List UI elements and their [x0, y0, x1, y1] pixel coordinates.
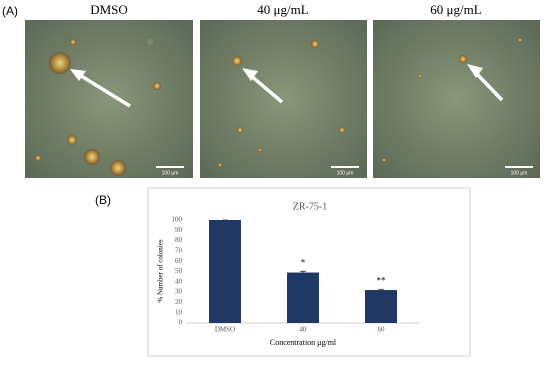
image-title: DMSO — [90, 2, 128, 17]
y-tick-label: 70 — [175, 247, 183, 255]
scale-bar-label: 100 μm — [162, 170, 179, 176]
chart-frame — [147, 187, 471, 357]
scale-bar-label: 100 μm — [511, 170, 528, 176]
y-tick-label: 100 — [172, 216, 183, 224]
y-axis-label: % Number of colonies — [157, 239, 165, 302]
significance-label: ** — [377, 275, 387, 285]
significance-label: * — [301, 257, 306, 267]
x-tick-label: 60 — [378, 326, 386, 334]
y-tick-label: 30 — [175, 288, 183, 296]
bar — [287, 272, 319, 323]
micrograph — [25, 20, 193, 178]
y-tick-label: 50 — [175, 267, 183, 275]
error-bar — [300, 270, 306, 275]
y-tick-label: 0 — [179, 319, 183, 327]
x-tick-label: DMSO — [215, 326, 235, 334]
image-title: 60 μg/mL — [430, 2, 481, 17]
y-tick-label: 10 — [175, 308, 183, 316]
image-title: 40 μg/mL — [257, 2, 308, 17]
micrograph — [373, 20, 540, 178]
x-tick-label: 40 — [300, 326, 308, 334]
panel-label: (B) — [95, 193, 111, 207]
x-axis-label: Concentration μg/ml — [270, 338, 337, 347]
y-tick-label: 60 — [175, 257, 183, 265]
scale-bar-label: 100 μm — [337, 170, 354, 176]
y-tick-label: 90 — [175, 226, 183, 234]
micrograph — [200, 20, 367, 178]
bar — [209, 220, 241, 323]
chart-title: ZR-75-1 — [293, 201, 327, 212]
error-bar — [378, 288, 384, 292]
y-tick-label: 80 — [175, 236, 183, 244]
y-tick-label: 20 — [175, 298, 183, 306]
y-tick-label: 40 — [175, 277, 183, 285]
panel-label: (A) — [2, 4, 18, 18]
bar — [365, 290, 397, 323]
